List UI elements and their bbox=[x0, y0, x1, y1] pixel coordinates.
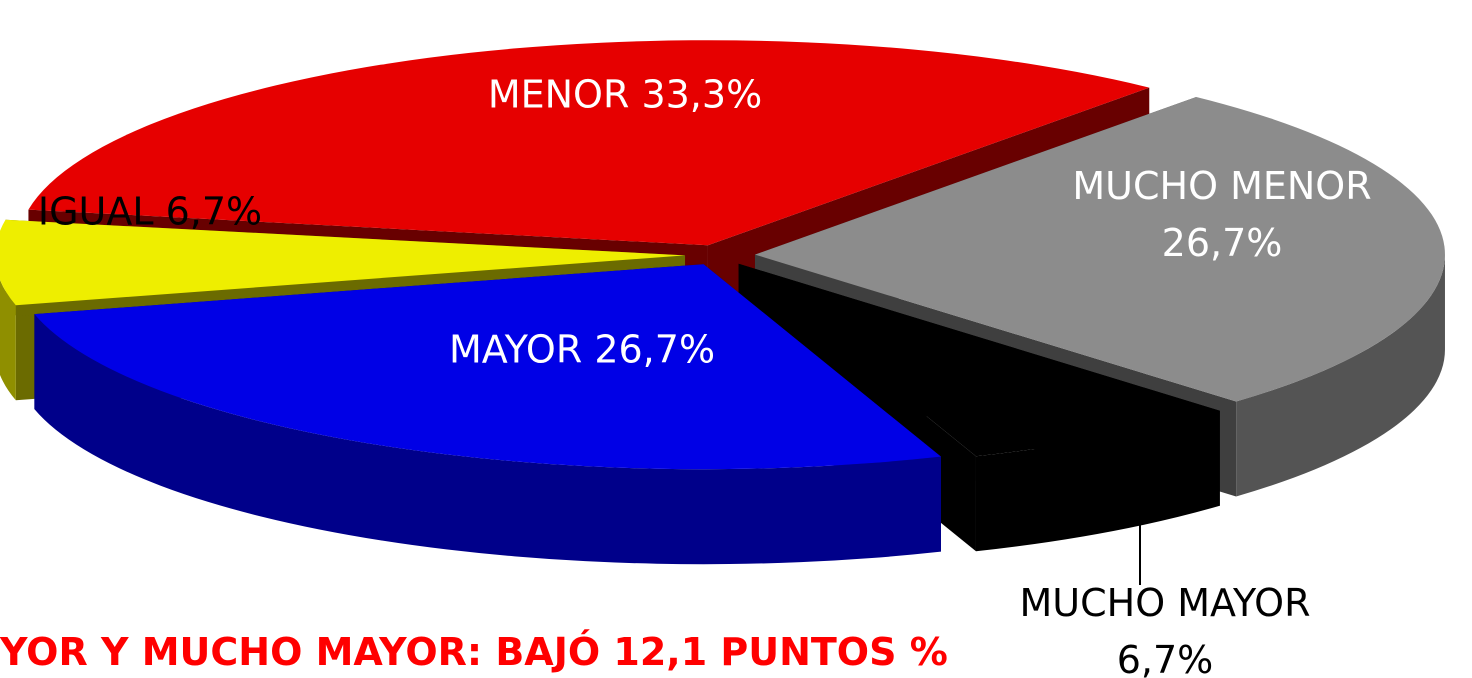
label-category: MUCHO MAYOR bbox=[1019, 581, 1311, 625]
slice bbox=[34, 264, 941, 470]
label-value: 33,3% bbox=[641, 72, 763, 117]
label-value: 6,7% bbox=[1116, 638, 1214, 678]
slice-label: MENOR 33,3% bbox=[375, 67, 875, 124]
slice-wall bbox=[34, 314, 941, 565]
label-category: IGUAL bbox=[37, 189, 154, 234]
slice-label: MAYOR 26,7% bbox=[332, 322, 832, 379]
label-value: 26,7% bbox=[594, 327, 716, 372]
slice bbox=[0, 219, 686, 306]
slice bbox=[738, 263, 1220, 457]
annotation: YOR Y MUCHO MAYOR: BAJÓ 12,1 PUNTOS % bbox=[0, 630, 948, 674]
label-category: MUCHO MENOR bbox=[1072, 164, 1372, 208]
label-category: MAYOR bbox=[448, 327, 583, 372]
slice-label: IGUAL 6,7% bbox=[0, 184, 300, 241]
slice-wall bbox=[975, 410, 1220, 552]
slice-label: MUCHO MAYOR 6,7% bbox=[1015, 575, 1315, 678]
slice bbox=[28, 40, 1150, 246]
label-category: MENOR bbox=[487, 72, 630, 117]
slice bbox=[754, 97, 1445, 402]
slice-label: MUCHO MENOR 26,7% bbox=[1052, 158, 1392, 272]
label-value: 6,7% bbox=[165, 189, 263, 234]
slice-wall bbox=[0, 279, 16, 401]
label-value: 26,7% bbox=[1161, 221, 1283, 265]
slice-wall bbox=[1236, 254, 1445, 497]
